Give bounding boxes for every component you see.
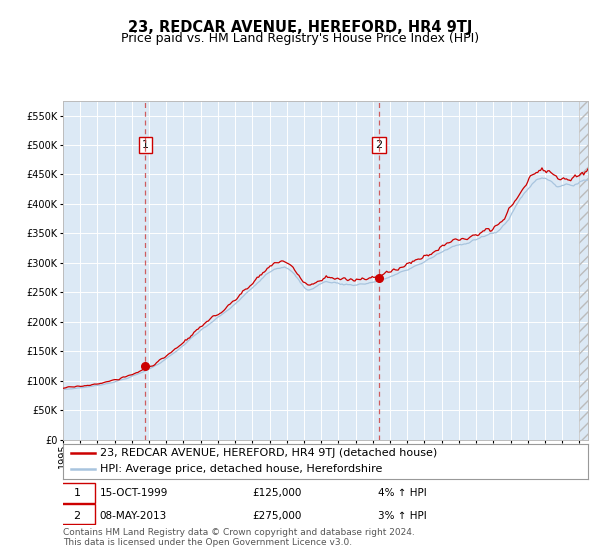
Text: 4% ↑ HPI: 4% ↑ HPI	[378, 488, 427, 497]
Text: 2: 2	[375, 140, 382, 150]
Text: 1: 1	[142, 140, 149, 150]
Bar	[580, 101, 588, 440]
Text: 3% ↑ HPI: 3% ↑ HPI	[378, 511, 427, 521]
Text: Contains HM Land Registry data © Crown copyright and database right 2024.
This d: Contains HM Land Registry data © Crown c…	[63, 528, 415, 548]
Text: £125,000: £125,000	[252, 488, 301, 497]
Text: 15-OCT-1999: 15-OCT-1999	[100, 488, 168, 497]
Text: Price paid vs. HM Land Registry's House Price Index (HPI): Price paid vs. HM Land Registry's House …	[121, 32, 479, 45]
Text: £275,000: £275,000	[252, 511, 301, 521]
FancyBboxPatch shape	[61, 504, 95, 524]
Text: 08-MAY-2013: 08-MAY-2013	[100, 511, 167, 521]
Text: 23, REDCAR AVENUE, HEREFORD, HR4 9TJ (detached house): 23, REDCAR AVENUE, HEREFORD, HR4 9TJ (de…	[100, 448, 437, 458]
Text: 2: 2	[74, 511, 81, 521]
Text: 1: 1	[74, 488, 80, 497]
FancyBboxPatch shape	[61, 483, 95, 503]
Text: HPI: Average price, detached house, Herefordshire: HPI: Average price, detached house, Here…	[100, 464, 382, 474]
Text: 23, REDCAR AVENUE, HEREFORD, HR4 9TJ: 23, REDCAR AVENUE, HEREFORD, HR4 9TJ	[128, 20, 472, 35]
